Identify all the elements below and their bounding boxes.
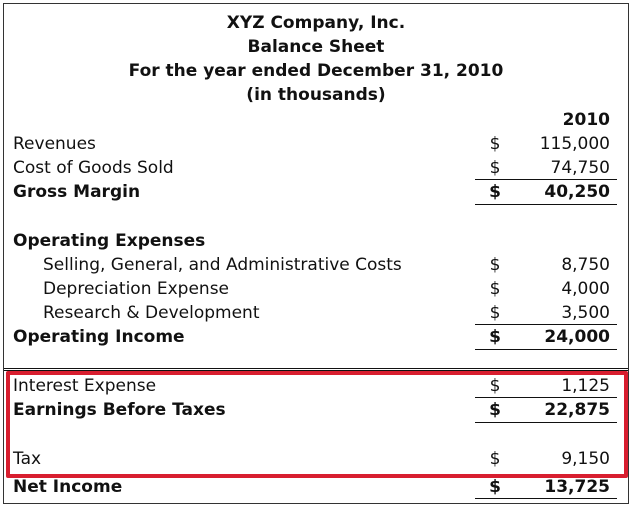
subtotal-rule (475, 179, 617, 180)
row-label: Net Income (13, 477, 123, 497)
row-gross-margin: Gross Margin $ 40,250 (4, 180, 628, 204)
column-year-header: 2010 (562, 110, 610, 130)
row-label: Tax (13, 449, 42, 469)
currency-symbol: $ (489, 158, 501, 178)
subtotal-rule (475, 324, 617, 325)
currency-symbol: $ (489, 400, 501, 420)
row-amount: 22,875 (544, 400, 610, 420)
row-amount: 1,125 (561, 376, 610, 396)
currency-symbol: $ (489, 327, 501, 347)
row-earnings-before-taxes: Earnings Before Taxes $ 22,875 (4, 398, 628, 422)
row-amount: 9,150 (561, 449, 610, 469)
currency-symbol: $ (489, 303, 501, 323)
row-label: Research & Development (43, 303, 260, 323)
row-label: Gross Margin (13, 182, 141, 202)
total-rule (475, 204, 617, 205)
statement-units: (in thousands) (246, 85, 386, 105)
section-heading: Operating Expenses (13, 231, 206, 251)
total-rule (475, 422, 617, 423)
currency-symbol: $ (489, 477, 501, 497)
row-amount: 8,750 (561, 255, 610, 275)
row-operating-income: Operating Income $ 24,000 (4, 325, 628, 349)
balance-sheet: XYZ Company, Inc. Balance Sheet For the … (3, 3, 629, 504)
statement-title: Balance Sheet (247, 37, 385, 57)
row-amount: 115,000 (539, 134, 610, 154)
row-amount: 3,500 (561, 303, 610, 323)
row-amount: 13,725 (544, 477, 610, 497)
highlight-box (6, 371, 628, 478)
row-sga: Selling, General, and Administrative Cos… (4, 253, 628, 277)
row-label: Depreciation Expense (43, 279, 230, 299)
currency-symbol: $ (489, 449, 501, 469)
row-amount: 40,250 (544, 182, 610, 202)
total-rule (475, 349, 617, 350)
row-label: Cost of Goods Sold (13, 158, 174, 178)
section-divider (4, 368, 628, 371)
currency-symbol: $ (489, 279, 501, 299)
subtotal-rule (475, 397, 617, 398)
row-cogs: Cost of Goods Sold $ 74,750 (4, 156, 628, 180)
row-opex-heading: Operating Expenses (4, 229, 628, 253)
row-net-income: Net Income $ 13,725 (4, 475, 628, 499)
company-name: XYZ Company, Inc. (226, 13, 406, 33)
statement-period: For the year ended December 31, 2010 (128, 61, 504, 81)
row-amount: 24,000 (544, 327, 610, 347)
row-label: Selling, General, and Administrative Cos… (43, 255, 402, 275)
row-amount: 74,750 (550, 158, 610, 178)
row-label: Revenues (13, 134, 96, 154)
row-label: Interest Expense (13, 376, 157, 396)
row-interest-expense: Interest Expense $ 1,125 (4, 374, 628, 398)
row-rnd: Research & Development $ 3,500 (4, 301, 628, 325)
row-depreciation: Depreciation Expense $ 4,000 (4, 277, 628, 301)
currency-symbol: $ (489, 134, 501, 154)
row-revenues: Revenues $ 115,000 (4, 132, 628, 156)
row-label: Earnings Before Taxes (13, 400, 226, 420)
currency-symbol: $ (489, 376, 501, 396)
total-rule (475, 498, 617, 499)
row-label: Operating Income (13, 327, 185, 347)
currency-symbol: $ (489, 255, 501, 275)
currency-symbol: $ (489, 182, 501, 202)
row-tax: Tax $ 9,150 (4, 447, 628, 471)
row-amount: 4,000 (561, 279, 610, 299)
